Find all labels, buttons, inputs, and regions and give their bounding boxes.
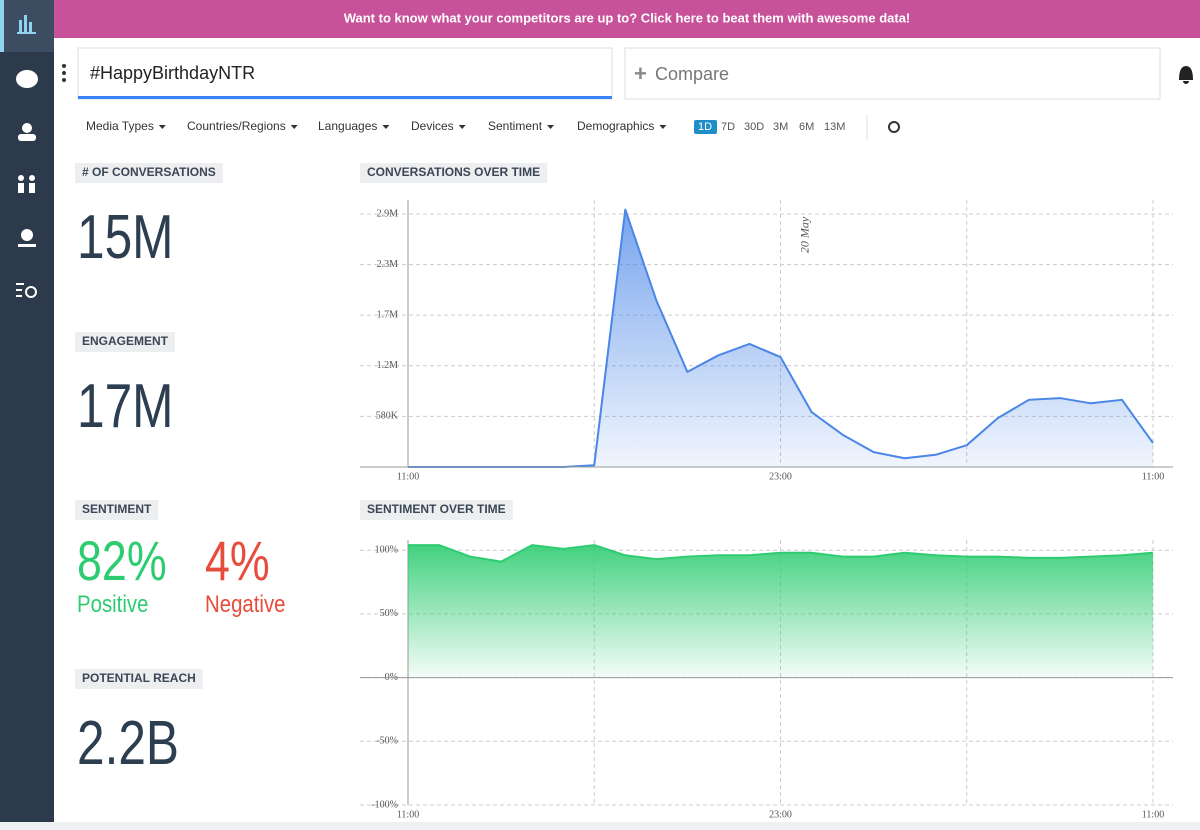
kpi-value: 17M [77,371,173,441]
caret [659,125,667,129]
banner[interactable] [54,0,1200,38]
range-button[interactable]: 13M [824,121,845,133]
caret [547,125,555,129]
positive-label: Positive [77,590,148,617]
area-fill [408,209,1153,468]
banner-text[interactable]: Want to know what your competitors are u… [344,10,911,25]
y-tick-label: 2.9M [377,208,399,219]
x-tick-label: 23:00 [769,809,792,820]
search-box[interactable] [77,47,613,100]
caret [158,125,166,129]
chart-title: CONVERSATIONS OVER TIME [367,165,540,179]
compare-placeholder[interactable]: Compare [655,64,729,84]
caret [382,125,390,129]
range-button[interactable]: 3M [773,121,788,133]
filter-dropdown[interactable]: Media Types [86,119,154,133]
y-tick-label: 100% [375,544,398,555]
range-active [694,120,717,134]
annotation: 20 May [797,216,811,253]
line [408,544,1154,563]
range-button[interactable]: 6M [799,121,814,133]
x-tick-label: 11:00 [1142,471,1164,482]
plus-icon: + [634,61,647,86]
y-tick-label: -100% [371,799,398,810]
sidebar-icons [16,15,38,298]
label-bg [75,500,159,520]
range-button[interactable]: 1D [698,121,712,133]
y-tick-label: 580K [376,411,399,422]
icon-media[interactable] [16,70,38,88]
bell-icon[interactable] [1179,66,1193,84]
search-underline [78,96,612,99]
icon-demographics[interactable] [18,175,24,181]
range-button[interactable]: 7D [721,121,735,133]
caret [458,125,466,129]
search-query[interactable]: #HappyBirthdayNTR [90,63,255,83]
negative-value: 4% [205,529,270,592]
menu-dots[interactable] [62,64,66,82]
x-tick-label: 11:00 [1142,809,1164,820]
y-tick-label: 2.3M [377,259,399,270]
active-strip [0,0,4,52]
filter-dropdown[interactable]: Demographics [577,119,654,133]
y-tick-label: 50% [380,608,398,619]
y-tick-label: 1.2M [377,360,399,371]
refresh-icon[interactable] [888,121,900,133]
label-bg [75,163,223,183]
icon-users[interactable] [22,123,32,133]
compare-box[interactable] [624,47,1161,100]
x-tick-label: 11:00 [397,471,419,482]
chart-title: SENTIMENT OVER TIME [367,502,506,516]
label-bg [360,500,513,520]
icon-location[interactable] [21,229,33,241]
y-tick-label: 1.7M [377,309,399,320]
area-fill [408,545,1153,678]
positive-value: 82% [77,529,167,592]
label-bg [360,163,548,183]
caret [290,125,298,129]
filter-dropdown[interactable]: Sentiment [488,119,543,133]
x-tick-label: 23:00 [769,471,792,482]
filter-dropdown[interactable]: Devices [411,119,454,133]
label-bg [75,669,203,689]
icon-search[interactable] [16,283,24,285]
footer-bar [0,822,1200,830]
range-button[interactable]: 30D [744,121,764,133]
kpi-value: 15M [77,202,173,272]
filter-dropdown[interactable]: Countries/Regions [187,119,286,133]
kpi-label: POTENTIAL REACH [82,671,196,685]
filter-dropdown[interactable]: Languages [318,119,377,133]
negative-label: Negative [205,590,286,617]
label-bg [75,332,176,352]
kpi-label: SENTIMENT [82,502,152,516]
kpi-value: 2.2B [77,708,179,778]
x-tick-label: 11:00 [397,809,419,820]
y-tick-label: -50% [376,736,398,747]
kpi-label: # OF CONVERSATIONS [82,165,216,179]
kpi-label: ENGAGEMENT [82,334,169,348]
